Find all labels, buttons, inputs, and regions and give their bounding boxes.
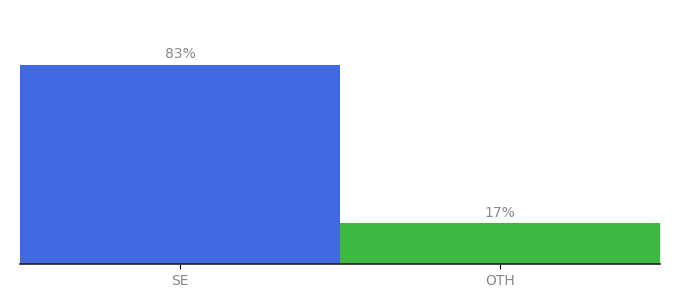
Bar <box>20 65 340 264</box>
Text: 17%: 17% <box>484 206 515 220</box>
Text: 83%: 83% <box>165 47 196 61</box>
Bar <box>340 223 660 264</box>
